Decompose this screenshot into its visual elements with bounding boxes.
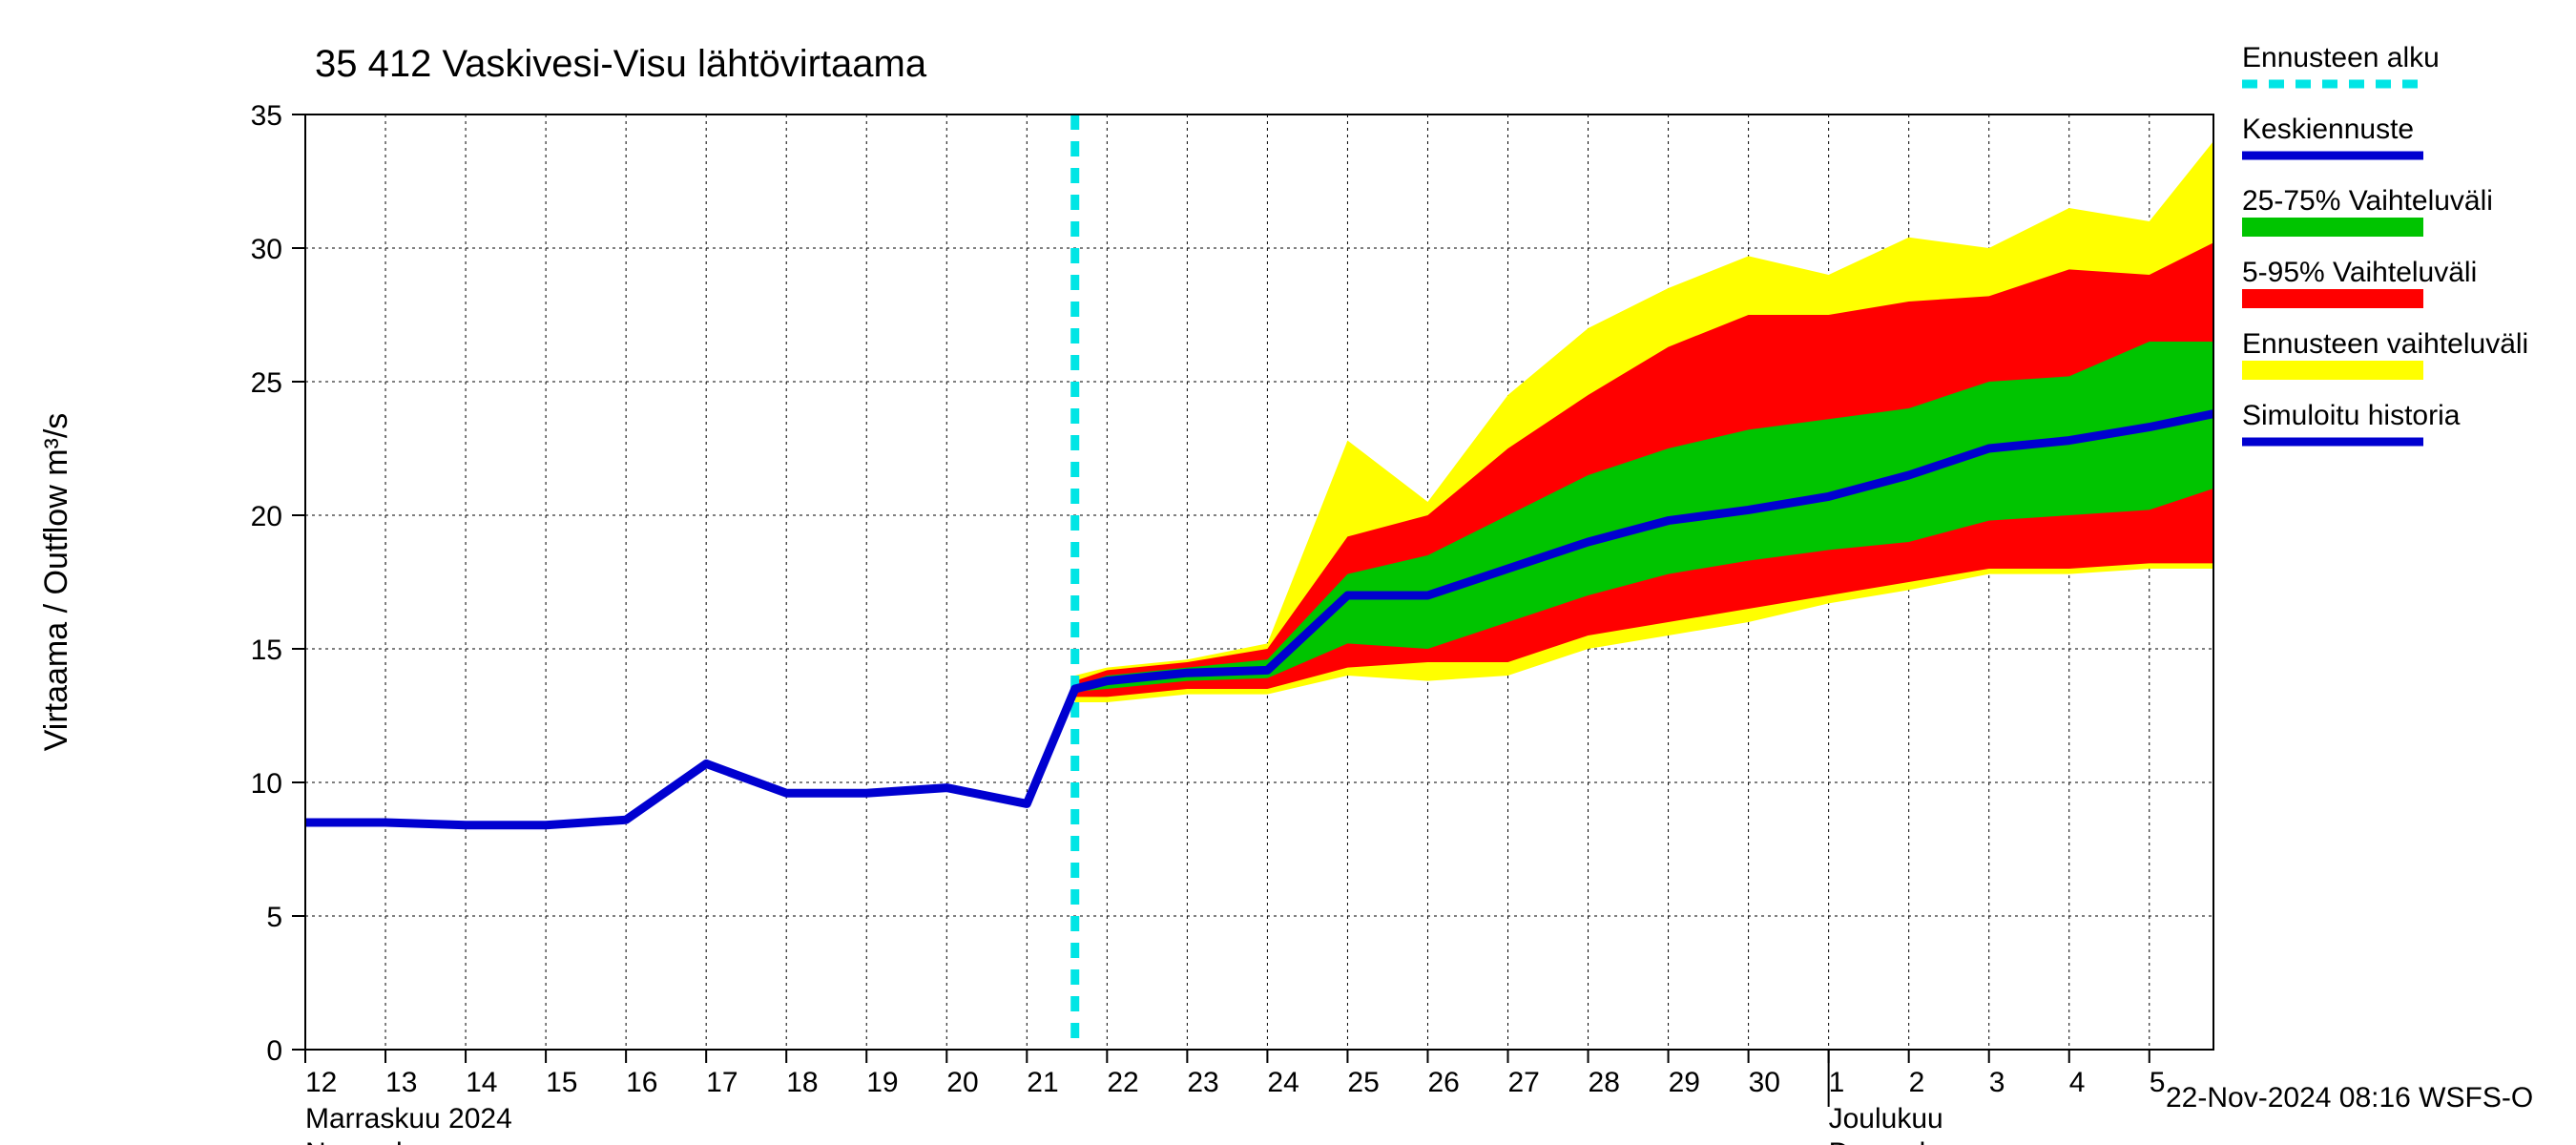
x-tick-label: 25 <box>1347 1067 1379 1098</box>
legend-swatch-fill <box>2242 361 2423 380</box>
x-tick-label: 17 <box>706 1067 737 1098</box>
y-tick-label: 5 <box>266 902 282 933</box>
x-tick-label: 19 <box>866 1067 898 1098</box>
month-label-line1: Joulukuu <box>1829 1103 1943 1135</box>
x-tick-label: 16 <box>626 1067 657 1098</box>
x-tick-label: 24 <box>1267 1067 1298 1098</box>
x-tick-label: 1 <box>1829 1067 1845 1098</box>
month-label-line2: November <box>305 1137 437 1145</box>
month-label-line2: December <box>1829 1137 1961 1145</box>
legend-item-label: 5-95% Vaihteluväli <box>2242 257 2477 288</box>
legend-item-label: Ennusteen alku <box>2242 42 2440 73</box>
x-tick-label: 5 <box>2150 1067 2166 1098</box>
x-tick-label: 2 <box>1909 1067 1925 1098</box>
x-tick-label: 29 <box>1669 1067 1700 1098</box>
x-tick-label: 21 <box>1027 1067 1058 1098</box>
x-tick-label: 12 <box>305 1067 337 1098</box>
x-tick-label: 27 <box>1508 1067 1540 1098</box>
x-tick-label: 20 <box>946 1067 978 1098</box>
legend-item-label: Ennusteen vaihteluväli <box>2242 328 2528 360</box>
x-tick-label: 13 <box>385 1067 417 1098</box>
x-tick-label: 15 <box>546 1067 577 1098</box>
x-tick-label: 30 <box>1749 1067 1780 1098</box>
x-tick-label: 26 <box>1427 1067 1459 1098</box>
x-tick-label: 18 <box>786 1067 818 1098</box>
y-tick-label: 35 <box>251 100 282 132</box>
legend-item-label: Keskiennuste <box>2242 114 2414 145</box>
y-axis-label: Virtaama / Outflow m³/s <box>38 413 74 752</box>
x-tick-label: 14 <box>466 1067 497 1098</box>
legend-item-label: 25-75% Vaihteluväli <box>2242 185 2493 217</box>
legend-item-label: Simuloitu historia <box>2242 400 2461 431</box>
y-tick-label: 10 <box>251 768 282 800</box>
outflow-forecast-chart: 0510152025303512131415161718192021222324… <box>0 0 2576 1145</box>
y-tick-label: 25 <box>251 367 282 399</box>
footer-timestamp: 22-Nov-2024 08:16 WSFS-O <box>2166 1082 2533 1114</box>
legend-swatch-fill <box>2242 218 2423 237</box>
chart-title: 35 412 Vaskivesi-Visu lähtövirtaama <box>315 43 927 85</box>
y-tick-label: 30 <box>251 234 282 265</box>
x-tick-label: 4 <box>2069 1067 2086 1098</box>
chart-svg: 0510152025303512131415161718192021222324… <box>0 0 2576 1145</box>
x-tick-label: 23 <box>1187 1067 1218 1098</box>
month-label-line1: Marraskuu 2024 <box>305 1103 512 1135</box>
y-tick-label: 20 <box>251 501 282 532</box>
y-tick-label: 15 <box>251 635 282 666</box>
x-tick-label: 22 <box>1107 1067 1138 1098</box>
x-tick-label: 3 <box>1989 1067 2005 1098</box>
y-tick-label: 0 <box>266 1035 282 1067</box>
legend-swatch-fill <box>2242 289 2423 308</box>
x-tick-label: 28 <box>1589 1067 1620 1098</box>
